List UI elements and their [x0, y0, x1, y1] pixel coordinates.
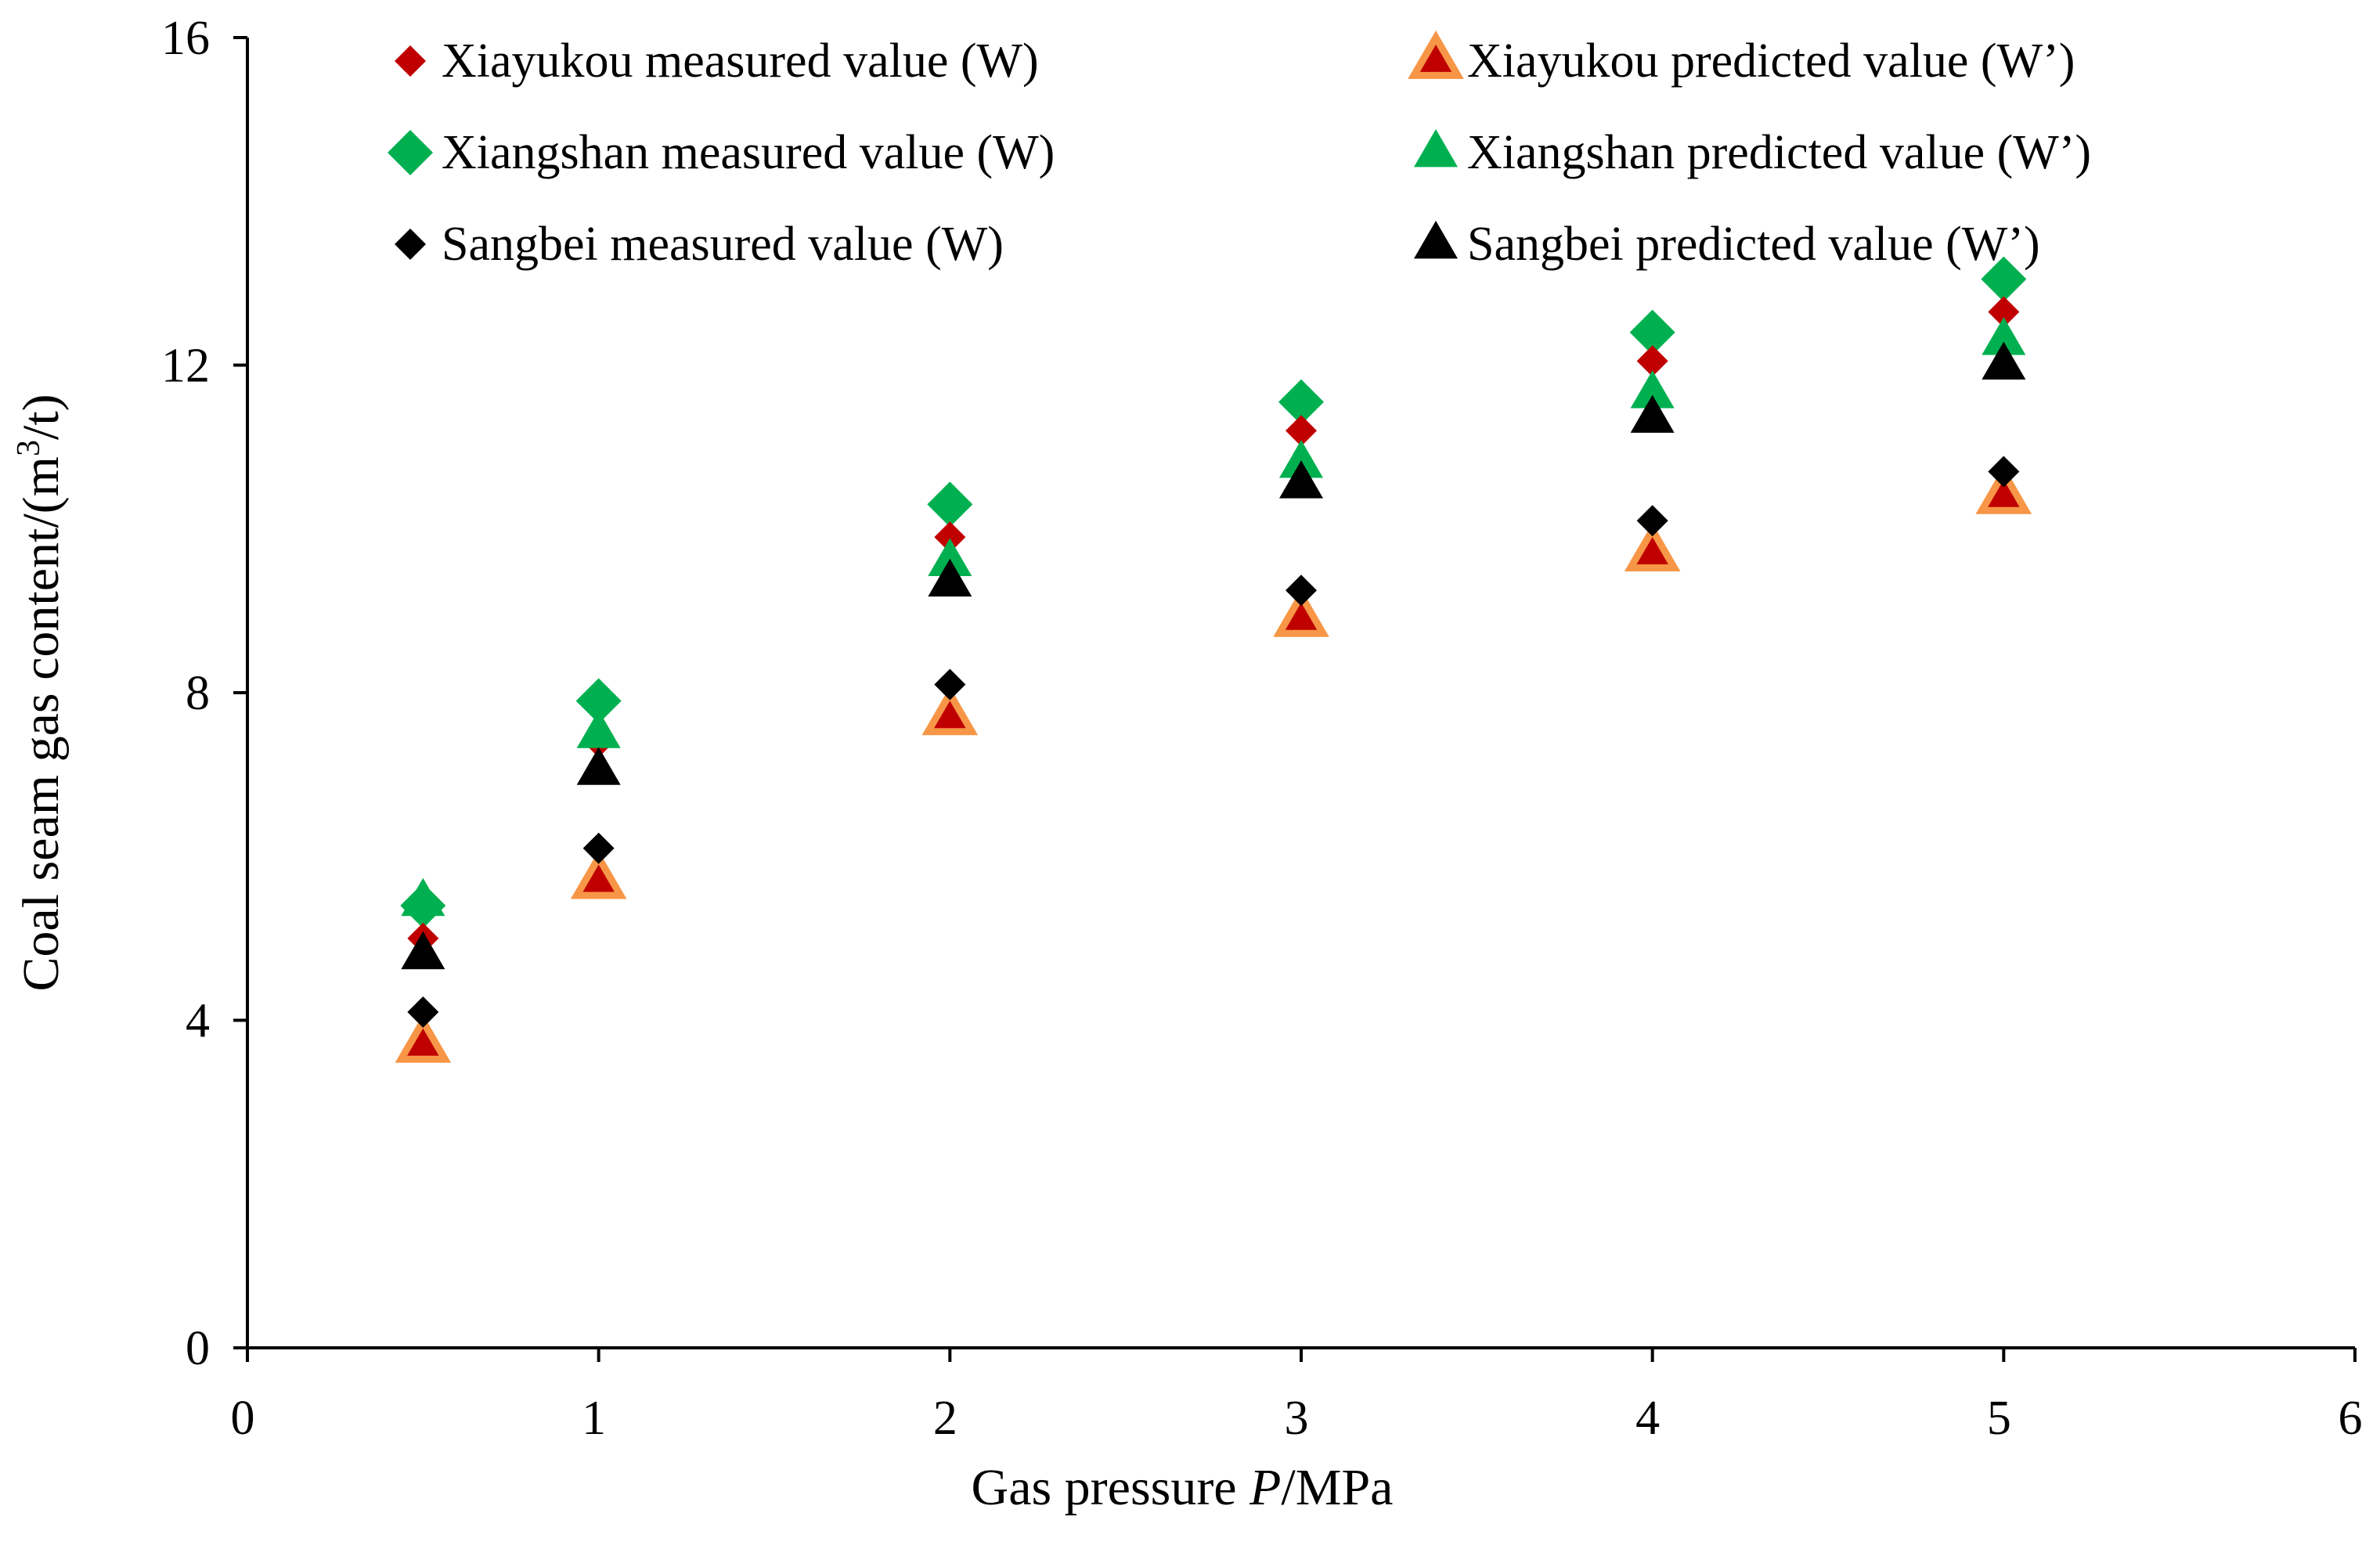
y-axis-title-superscript: 3	[11, 440, 47, 456]
y-tick-label: 0	[186, 1322, 210, 1375]
data-point	[1278, 379, 1324, 425]
legend-marker	[395, 229, 426, 260]
data-point	[1624, 523, 1681, 572]
data-point	[1988, 456, 2020, 488]
series-xiayukou-predicted-value-w	[395, 465, 2032, 1063]
data-point	[1286, 575, 1317, 607]
legend-entry: Sangbei measured value (W)	[395, 218, 1004, 271]
data-point	[1630, 370, 1675, 409]
data-point	[1636, 345, 1668, 377]
x-axis-title-variable: P	[1249, 1459, 1281, 1516]
legend: Xiayukou measured value (W) Xiayukou pred…	[388, 30, 2091, 271]
data-point	[1982, 341, 2026, 380]
data-point	[570, 850, 627, 899]
x-tick-label: 6	[2339, 1392, 2363, 1445]
data-point	[1981, 256, 2027, 302]
data-point	[395, 1014, 452, 1063]
y-axis-title: Coal seam gas content/(m3/t)	[11, 394, 70, 991]
data-point	[1286, 415, 1317, 447]
y-tick-label: 16	[161, 12, 210, 65]
data-point	[1279, 440, 1323, 478]
data-points	[395, 256, 2032, 1063]
data-point	[401, 877, 445, 917]
legend-entry: Xiangshan predicted value (W’)	[1414, 126, 2091, 179]
legend-label: Xiayukou measured value (W)	[442, 34, 1039, 88]
x-tick-label: 3	[1285, 1392, 1309, 1445]
data-point	[582, 832, 615, 864]
data-point	[934, 521, 966, 553]
x-axis-title-prefix: Gas pressure	[972, 1459, 1250, 1516]
data-point	[1273, 588, 1329, 637]
x-tick-label: 0	[231, 1392, 255, 1445]
data-point	[1975, 465, 2032, 514]
legend-label: Xiangshan predicted value (W’)	[1467, 126, 2091, 179]
data-point	[1629, 309, 1675, 355]
data-point	[928, 538, 972, 577]
y-axis-title-suffix: /t)	[13, 394, 70, 440]
legend-entry: Sangbei predicted value (W’)	[1414, 218, 2040, 271]
data-point	[407, 996, 439, 1028]
y-tick-label: 4	[186, 995, 210, 1048]
legend-label: Sangbei predicted value (W’)	[1467, 218, 2040, 271]
data-point	[1630, 394, 1675, 433]
legend-marker	[388, 130, 433, 175]
data-point	[927, 481, 973, 528]
legend-label: Sangbei measured value (W)	[442, 218, 1004, 271]
data-point	[934, 668, 966, 701]
legend-entry: Xiayukou measured value (W)	[395, 34, 1039, 88]
x-axis-title: Gas pressure P/MPa	[972, 1459, 1394, 1516]
legend-marker	[1414, 220, 1458, 259]
data-point	[401, 931, 445, 970]
data-point	[576, 747, 621, 785]
series-sangbei-measured-value-w	[407, 456, 2020, 1028]
x-tick-label: 5	[1987, 1392, 2011, 1445]
data-point	[576, 710, 621, 748]
x-axis-title-unit: /MPa	[1281, 1459, 1393, 1516]
data-point	[575, 678, 622, 724]
y-tick-label: 12	[161, 340, 210, 393]
legend-marker	[1408, 30, 1464, 79]
series-xiangshan-predicted-value-w	[401, 317, 2026, 917]
legend-label: Xiayukou predicted value (W’)	[1467, 34, 2075, 88]
legend-marker	[1414, 128, 1458, 168]
legend-label: Xiangshan measured value (W)	[442, 126, 1055, 179]
data-point	[921, 686, 979, 736]
series-xiayukou-measured-value-w	[407, 296, 2020, 954]
y-tick-label: 8	[186, 667, 210, 720]
series-xiangshan-measured-value-w	[400, 256, 2027, 929]
data-point	[928, 558, 972, 597]
x-tick-label: 1	[582, 1392, 606, 1445]
x-tick-label: 4	[1635, 1392, 1660, 1445]
data-point	[1636, 505, 1668, 537]
data-point	[1982, 317, 2026, 355]
legend-marker	[395, 45, 426, 77]
axes	[233, 36, 2357, 1362]
y-axis-title-prefix: Coal seam gas content/(m	[13, 456, 70, 992]
legend-entry: Xiayukou predicted value (W’)	[1408, 30, 2075, 88]
series-sangbei-predicted-value-w	[401, 341, 2026, 970]
legend-entry: Xiangshan measured value (W)	[388, 126, 1055, 179]
data-point	[1988, 296, 2020, 328]
data-point	[1279, 460, 1323, 499]
x-tick-label: 2	[933, 1392, 957, 1445]
axis-titles: Gas pressure P/MPa Coal seam gas content/…	[11, 394, 1393, 1516]
